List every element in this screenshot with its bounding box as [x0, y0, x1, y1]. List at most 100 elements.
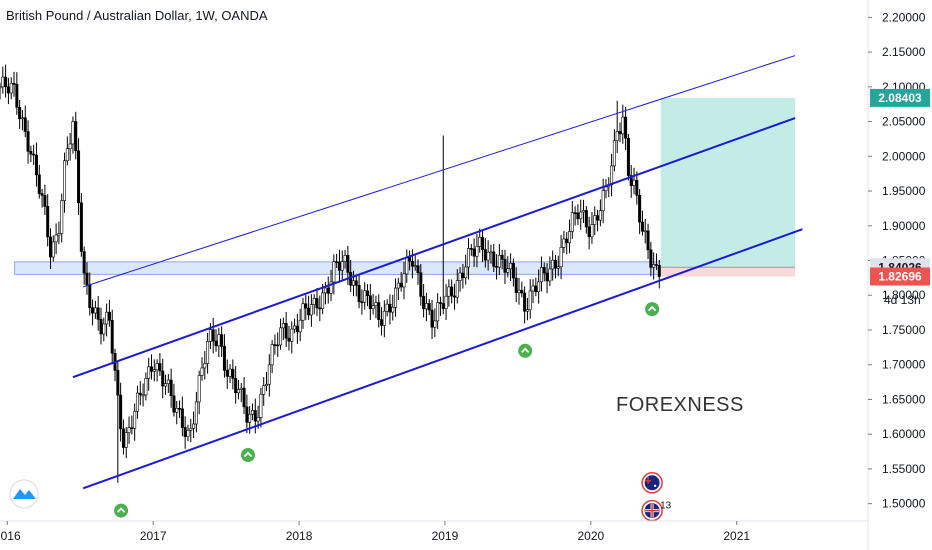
long-signal-icon	[518, 343, 533, 358]
uk-flag-icon[interactable]: 13	[641, 499, 672, 522]
candle	[444, 284, 448, 321]
long-signal-icon	[645, 302, 660, 317]
candle	[629, 165, 633, 198]
candle	[410, 249, 414, 279]
candle	[91, 299, 95, 326]
upper-outer-line[interactable]	[82, 55, 796, 288]
candle	[604, 179, 608, 199]
candle	[276, 332, 280, 357]
target-zone[interactable]	[660, 97, 796, 268]
candle	[242, 377, 246, 415]
candle	[110, 309, 114, 365]
candle	[172, 383, 176, 417]
candle	[273, 334, 277, 355]
candle	[523, 286, 527, 324]
y-tick-label: 1.75000	[882, 323, 926, 337]
candle	[189, 418, 193, 443]
candle	[363, 282, 367, 310]
candle	[511, 258, 515, 287]
candle	[9, 77, 13, 100]
candle	[220, 326, 224, 358]
candle	[74, 111, 78, 160]
candle	[307, 295, 311, 320]
candle	[23, 105, 27, 138]
candle	[424, 292, 428, 322]
candle	[236, 379, 240, 400]
candle	[315, 288, 319, 317]
candle	[382, 300, 386, 338]
candle	[374, 295, 378, 319]
channel-lines[interactable]	[72, 55, 803, 490]
candle	[107, 299, 111, 327]
candle	[354, 276, 358, 297]
candle	[71, 116, 75, 154]
candle	[506, 256, 510, 278]
candle	[293, 318, 297, 334]
candle	[408, 250, 412, 271]
candle	[601, 178, 605, 224]
candle	[18, 99, 22, 130]
candle	[206, 332, 210, 374]
candle	[360, 289, 364, 315]
candle	[654, 253, 658, 270]
candle	[517, 277, 521, 305]
candle	[461, 263, 465, 289]
candle	[166, 373, 170, 393]
candle	[430, 299, 434, 339]
price-label: 2.08403	[870, 88, 930, 107]
candle	[85, 262, 89, 295]
candle	[6, 77, 10, 105]
candle	[402, 261, 406, 300]
candle	[228, 364, 232, 383]
candle	[4, 64, 8, 98]
candle	[124, 426, 128, 459]
candle	[596, 209, 600, 232]
candle	[60, 193, 64, 243]
event-flags[interactable]: 13	[641, 472, 672, 522]
candle	[537, 269, 541, 304]
candle	[467, 238, 471, 280]
candle	[514, 267, 518, 303]
candle	[509, 253, 513, 282]
candle	[284, 311, 288, 347]
candle	[141, 383, 145, 407]
x-tick-label: 2016	[0, 529, 21, 543]
x-tick-label: 2021	[723, 529, 750, 543]
candle	[48, 228, 52, 270]
candle	[422, 283, 426, 318]
candle	[88, 272, 92, 316]
candle	[556, 255, 560, 277]
candle	[528, 279, 532, 319]
candle	[405, 249, 409, 283]
candle	[26, 120, 30, 164]
candle	[458, 267, 462, 292]
candle	[483, 238, 487, 268]
stop-zone[interactable]	[660, 267, 796, 277]
candle	[178, 400, 182, 419]
candle	[610, 153, 614, 197]
candle	[175, 400, 179, 425]
bar-countdown: 4d 13h	[884, 293, 921, 307]
long-signals	[114, 302, 660, 518]
candle	[368, 283, 372, 321]
candle	[309, 294, 313, 327]
candle	[43, 184, 47, 216]
time-axis[interactable]: 2016 2017 2018 2019 2020 2021	[0, 521, 750, 543]
candle	[615, 100, 619, 154]
channel-upper-line[interactable]	[72, 117, 796, 379]
candle	[419, 264, 423, 306]
candle	[245, 394, 249, 433]
channel-lower-line[interactable]	[82, 228, 803, 490]
candle	[234, 365, 238, 404]
candle	[222, 334, 226, 378]
candle	[464, 254, 468, 285]
candle	[455, 269, 459, 304]
au-flag-icon[interactable]	[641, 472, 663, 494]
candle	[161, 358, 165, 399]
candle	[559, 235, 563, 280]
candle	[93, 300, 97, 319]
svg-text:1.82696: 1.82696	[878, 270, 922, 284]
tradingview-logo[interactable]	[9, 479, 39, 509]
